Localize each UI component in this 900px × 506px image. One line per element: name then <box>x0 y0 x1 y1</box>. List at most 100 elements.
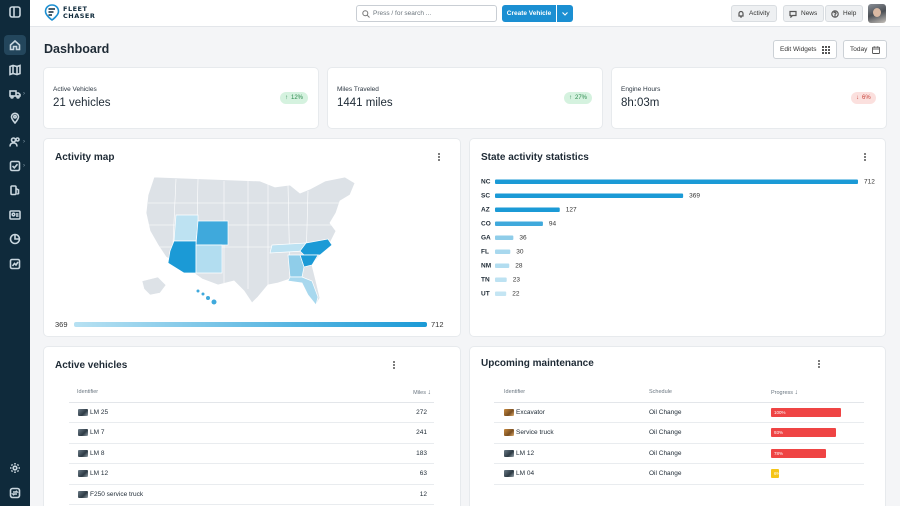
stat-change-badge: ↑ 27% <box>564 92 593 104</box>
bar-fl[interactable] <box>495 249 511 255</box>
progress-label: 100% <box>774 409 786 415</box>
card-title: Active vehicles <box>55 360 128 371</box>
home-icon[interactable] <box>4 35 26 55</box>
activity-button[interactable]: Activity <box>731 5 777 22</box>
table-row[interactable]: F250 service truck 12 <box>69 484 434 505</box>
bar-sc[interactable] <box>495 193 684 199</box>
vehicle-miles: 12 <box>353 484 434 505</box>
stat-card-active-vehicles: Active Vehicles 21 vehicles ↑ 12% <box>44 68 318 128</box>
calendar-icon <box>872 45 881 54</box>
settings-gear-icon[interactable] <box>4 458 26 478</box>
table-row[interactable]: Service truck Oil Change 93% <box>494 422 864 444</box>
table-row[interactable]: LM 12 Oil Change 78% <box>494 443 864 464</box>
news-button[interactable]: News <box>783 5 825 22</box>
search-input[interactable] <box>373 7 493 20</box>
vehicle-thumbnail-icon <box>78 449 88 457</box>
grid-icon <box>821 45 830 54</box>
state-activity-card: State activity statistics NC 712 SC 369 AZ 12… <box>470 139 885 336</box>
more-options-icon[interactable] <box>390 360 398 370</box>
maintenance-schedule: Oil Change <box>649 463 771 485</box>
bar-nc[interactable] <box>495 179 858 185</box>
bar-value-label: 30 <box>516 249 524 256</box>
page-title: Dashboard <box>44 42 110 56</box>
table-row[interactable]: Excavator Oil Change 100% <box>494 402 864 423</box>
users-icon[interactable] <box>4 132 26 152</box>
create-vehicle-button[interactable]: Create Vehicle <box>502 5 556 22</box>
vehicle-name[interactable]: F250 service truck <box>90 490 144 498</box>
bar-co[interactable] <box>495 221 543 227</box>
arrow-down-icon: ↓ <box>856 95 859 101</box>
column-header-progress[interactable]: Progress ↓ <box>771 383 864 403</box>
vehicle-name[interactable]: LM 12 <box>90 470 109 478</box>
bar-ga[interactable] <box>495 235 514 241</box>
vehicle-name[interactable]: LM 8 <box>90 449 105 457</box>
fleet-chaser-logo[interactable]: FLEET CHASER <box>44 4 95 21</box>
vehicle-name[interactable]: LM 04 <box>516 470 535 478</box>
bar-az[interactable] <box>495 207 560 213</box>
account-switch-icon[interactable] <box>4 483 26 503</box>
analytics-icon[interactable] <box>4 254 26 274</box>
bar-value-label: 94 <box>549 221 557 228</box>
location-pin-icon[interactable] <box>4 108 26 128</box>
more-options-icon[interactable] <box>815 359 823 369</box>
stat-label: Engine Hours <box>621 86 661 93</box>
table-row[interactable]: LM 7 241 <box>69 422 434 444</box>
maintenance-schedule: Oil Change <box>649 422 771 444</box>
map-icon[interactable] <box>4 60 26 80</box>
search-box[interactable] <box>356 5 497 22</box>
vehicle-name[interactable]: LM 12 <box>516 449 535 457</box>
state-new-mexico <box>195 244 223 274</box>
table-row[interactable]: LM 04 Oil Change 6% <box>494 463 864 485</box>
stat-value: 8h:03m <box>621 97 660 109</box>
vehicle-thumbnail-icon <box>504 449 514 457</box>
bar-tn[interactable] <box>495 277 507 283</box>
bar-value-label: 369 <box>689 193 700 200</box>
bar-nm[interactable] <box>495 263 510 269</box>
vehicle-name[interactable]: Service truck <box>516 429 554 437</box>
table-row[interactable]: LM 25 272 <box>69 402 434 423</box>
reports-icon[interactable] <box>4 229 26 249</box>
vehicle-name[interactable]: LM 7 <box>90 429 105 437</box>
truck-icon[interactable] <box>4 84 26 104</box>
state-hawaii <box>196 289 217 305</box>
user-avatar[interactable] <box>868 4 886 23</box>
more-options-icon[interactable] <box>435 152 443 162</box>
bar-ut[interactable] <box>495 291 507 297</box>
fuel-icon[interactable] <box>4 180 26 200</box>
bar-category-label: NC <box>481 178 491 185</box>
checklist-icon[interactable] <box>4 156 26 176</box>
progress-bar: 93% <box>771 428 837 438</box>
chevron-right-icon: › <box>23 91 25 97</box>
sidebar-rail: › › › <box>0 0 30 506</box>
vehicle-name[interactable]: LM 25 <box>90 408 109 416</box>
sidebar-toggle-icon[interactable] <box>4 2 26 22</box>
bar-category-label: CO <box>481 220 491 227</box>
column-header-identifier[interactable]: Identifier <box>494 383 649 403</box>
maintenance-table: Identifier Schedule Progress ↓ Excavator… <box>494 383 864 485</box>
create-options-dropdown[interactable] <box>557 5 573 22</box>
table-row[interactable]: LM 8 183 <box>69 443 434 464</box>
stat-change-badge: ↓ 6% <box>851 92 876 104</box>
chevron-right-icon: › <box>23 139 25 145</box>
vehicle-name[interactable]: Excavator <box>516 408 545 416</box>
help-button[interactable]: Help <box>825 5 864 22</box>
active-vehicles-card: Active vehicles Identifier Miles ↓ LM 25… <box>44 347 460 506</box>
date-range-button[interactable]: Today <box>843 40 888 59</box>
bar-category-label: AZ <box>481 206 490 213</box>
us-choropleth-map[interactable] <box>140 173 360 313</box>
more-options-icon[interactable] <box>861 152 869 162</box>
table-row[interactable]: LM 12 63 <box>69 463 434 485</box>
column-header-schedule[interactable]: Schedule <box>649 383 771 403</box>
column-header-miles[interactable]: Miles ↓ <box>353 383 434 403</box>
stat-value: 21 vehicles <box>53 97 111 109</box>
date-range-label: Today <box>850 46 868 53</box>
column-header-identifier[interactable]: Identifier <box>69 383 354 403</box>
legend-min-value: 369 <box>55 320 68 329</box>
state-activity-bar-chart: NC 712 SC 369 AZ 127 CO 94 GA 36 FL 30 NM 28 TN 23 UT 22 <box>481 178 875 297</box>
edit-widgets-button[interactable]: Edit Widgets <box>773 40 837 59</box>
contacts-icon[interactable] <box>4 205 26 225</box>
vehicle-miles: 63 <box>353 463 434 485</box>
arrow-up-icon: ↑ <box>285 95 288 101</box>
chevron-right-icon: › <box>23 163 25 169</box>
card-title: Activity map <box>55 152 115 163</box>
